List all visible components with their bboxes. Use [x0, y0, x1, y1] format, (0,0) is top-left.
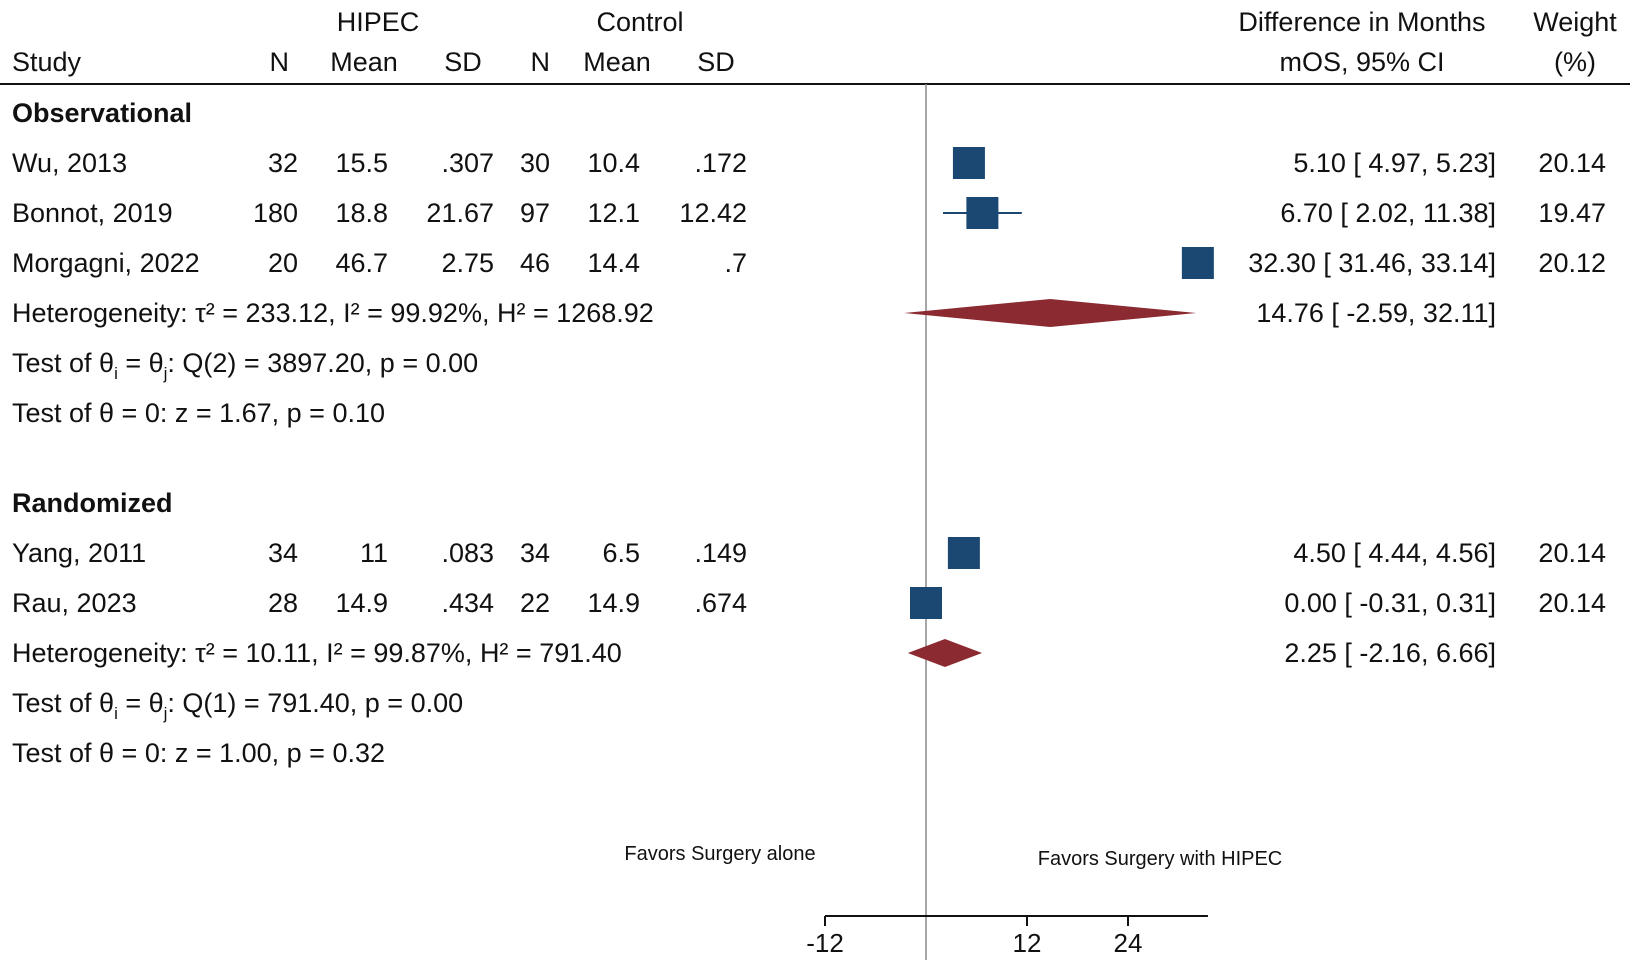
- study-ci-text: 4.50 [ 4.44, 4.56]: [1293, 538, 1496, 568]
- header-control-sd: SD: [697, 47, 735, 77]
- test-overall-text: Test of θ = 0: z = 1.67, p = 0.10: [12, 398, 385, 428]
- test-overall-text: Test of θ = 0: z = 1.00, p = 0.32: [12, 738, 385, 768]
- control-sd: .172: [694, 148, 747, 178]
- control-mean: 14.9: [587, 588, 640, 618]
- header-hipec-sd: SD: [444, 47, 482, 77]
- hipec-sd: 2.75: [441, 248, 494, 278]
- hipec-sd: .307: [441, 148, 494, 178]
- control-mean: 12.1: [587, 198, 640, 228]
- study-ci-text: 5.10 [ 4.97, 5.23]: [1293, 148, 1496, 178]
- control-sd: 12.42: [679, 198, 747, 228]
- x-tick-label: 24: [1114, 928, 1143, 958]
- study-marker: [910, 587, 942, 619]
- favors-left-label: Favors Surgery alone: [624, 843, 815, 865]
- study-name: Yang, 2011: [12, 538, 146, 568]
- control-n: 97: [520, 198, 550, 228]
- group-title: Randomized: [12, 488, 173, 518]
- hipec-n: 180: [253, 198, 298, 228]
- study-weight: 20.14: [1538, 538, 1606, 568]
- control-sd: .149: [694, 538, 747, 568]
- study-weight: 20.14: [1538, 148, 1606, 178]
- control-mean: 10.4: [587, 148, 640, 178]
- header-control-n: N: [531, 47, 551, 77]
- pooled-diamond: [907, 639, 983, 667]
- header-effect-line2: mOS, 95% CI: [1279, 47, 1444, 77]
- header-weight-line2: (%): [1554, 47, 1596, 77]
- study-ci-text: 6.70 [ 2.02, 11.38]: [1280, 198, 1496, 228]
- header-control: Control: [596, 7, 683, 37]
- study-name: Rau, 2023: [12, 588, 137, 618]
- header-hipec-mean: Mean: [330, 47, 398, 77]
- study-marker: [966, 197, 999, 229]
- control-mean: 6.5: [602, 538, 640, 568]
- hipec-sd: 21.67: [426, 198, 494, 228]
- study-marker: [1181, 247, 1214, 279]
- hipec-n: 32: [268, 148, 298, 178]
- pooled-diamond: [904, 299, 1197, 327]
- header-hipec: HIPEC: [337, 7, 420, 37]
- control-mean: 14.4: [587, 248, 640, 278]
- favors-right-label: Favors Surgery with HIPEC: [1038, 848, 1283, 870]
- header-study: Study: [12, 47, 82, 77]
- control-sd: .674: [694, 588, 747, 618]
- hipec-mean: 14.9: [335, 588, 388, 618]
- test-heterogeneity-text: Test of θi = θj: Q(1) = 791.40, p = 0.00: [12, 688, 463, 723]
- hipec-mean: 11: [360, 538, 388, 568]
- pooled-ci-text: 2.25 [ -2.16, 6.66]: [1284, 638, 1496, 668]
- x-axis: -12 12 24: [806, 915, 1208, 958]
- test-heterogeneity-text: Test of θi = θj: Q(2) = 3897.20, p = 0.0…: [12, 348, 478, 383]
- header-weight-line1: Weight: [1533, 7, 1617, 37]
- hipec-n: 28: [268, 588, 298, 618]
- group-title: Observational: [12, 98, 192, 128]
- control-n: 46: [520, 248, 550, 278]
- study-marker: [952, 147, 985, 179]
- control-n: 34: [520, 538, 550, 568]
- control-sd: .7: [724, 248, 747, 278]
- study-name: Morgagni, 2022: [12, 248, 200, 278]
- study-weight: 20.14: [1538, 588, 1606, 618]
- x-tick-label: 12: [1013, 928, 1042, 958]
- control-n: 22: [520, 588, 550, 618]
- header: HIPEC Control Difference in Months Weigh…: [0, 7, 1630, 85]
- header-effect-line1: Difference in Months: [1238, 7, 1485, 37]
- study-name: Wu, 2013: [12, 148, 127, 178]
- heterogeneity-text: Heterogeneity: τ² = 233.12, I² = 99.92%,…: [12, 298, 654, 328]
- study-ci-text: 0.00 [ -0.31, 0.31]: [1284, 588, 1496, 618]
- pooled-ci-text: 14.76 [ -2.59, 32.11]: [1256, 298, 1496, 328]
- hipec-sd: .083: [441, 538, 494, 568]
- hipec-n: 20: [268, 248, 298, 278]
- x-tick-label: -12: [806, 928, 844, 958]
- hipec-mean: 15.5: [335, 148, 388, 178]
- study-ci-text: 32.30 [ 31.46, 33.14]: [1248, 248, 1496, 278]
- rows: Observational Wu, 2013 32 15.5 .307 30 10.4 .17…: [12, 98, 1606, 768]
- hipec-mean: 18.8: [335, 198, 388, 228]
- heterogeneity-text: Heterogeneity: τ² = 10.11, I² = 99.87%, …: [12, 638, 622, 668]
- hipec-sd: .434: [441, 588, 494, 618]
- header-control-mean: Mean: [583, 47, 651, 77]
- header-hipec-n: N: [270, 47, 290, 77]
- study-weight: 19.47: [1538, 198, 1606, 228]
- hipec-mean: 46.7: [335, 248, 388, 278]
- study-marker: [947, 537, 980, 569]
- study-name: Bonnot, 2019: [12, 198, 173, 228]
- study-weight: 20.12: [1538, 248, 1606, 278]
- control-n: 30: [520, 148, 550, 178]
- hipec-n: 34: [268, 538, 298, 568]
